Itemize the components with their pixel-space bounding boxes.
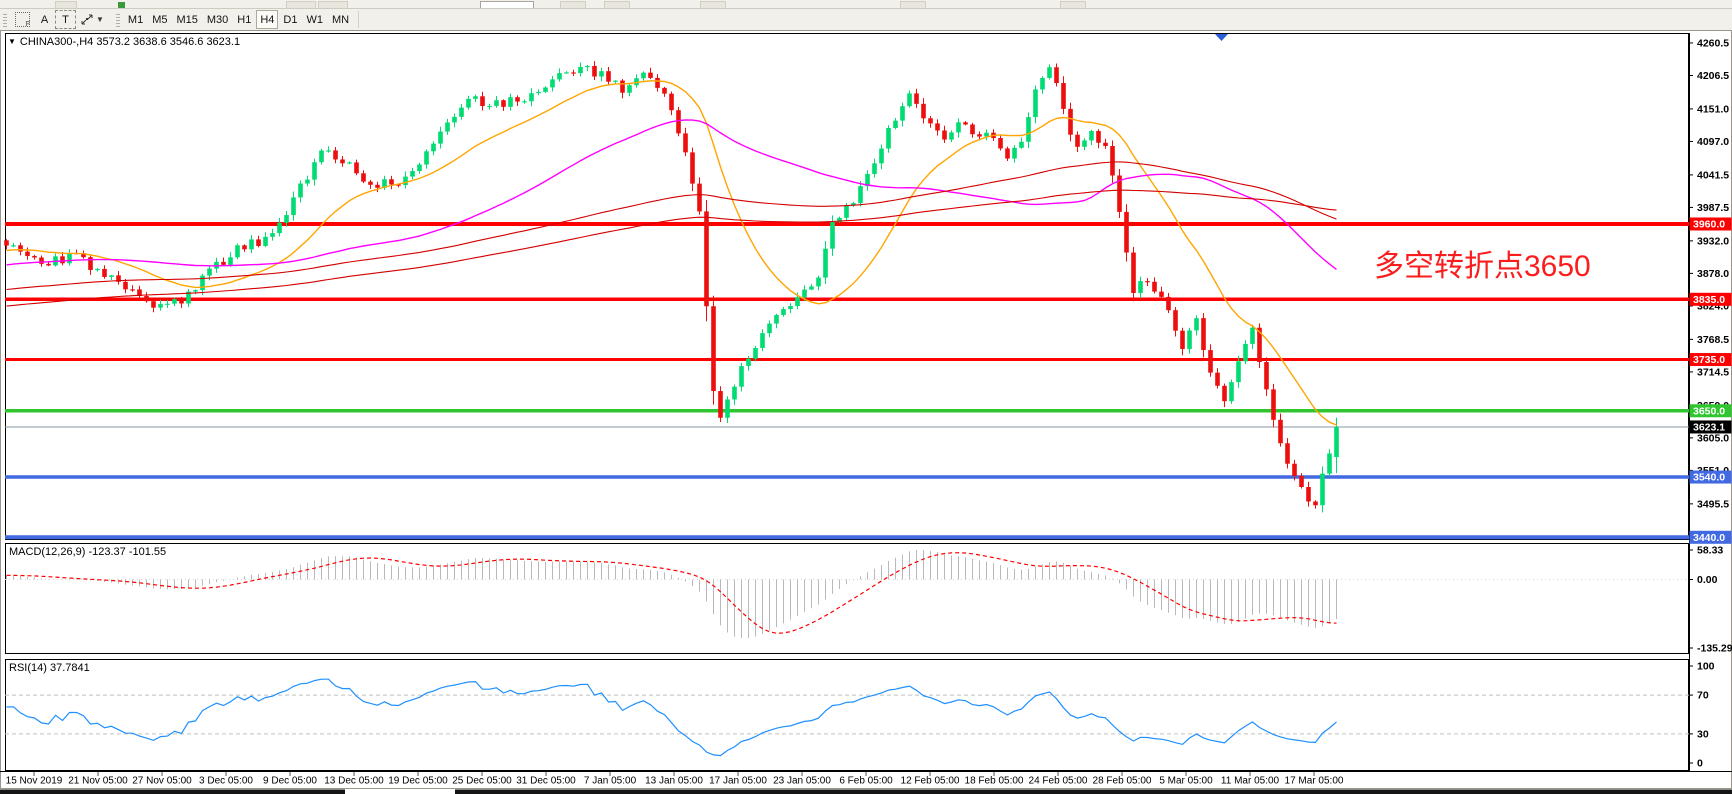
svg-text:3540.0: 3540.0: [1693, 472, 1725, 484]
svg-text:18 Feb 05:00: 18 Feb 05:00: [965, 776, 1024, 787]
svg-text:3623.1: 3623.1: [1693, 421, 1725, 433]
svg-text:3440.0: 3440.0: [1693, 532, 1725, 544]
bottom-border-left: [0, 789, 345, 794]
svg-text:0.00: 0.00: [1697, 574, 1718, 586]
svg-text:25 Dec 05:00: 25 Dec 05:00: [452, 776, 512, 787]
tf-button-mn[interactable]: MN: [328, 10, 353, 29]
toolbar: F A T ▼ M1 M5 M15 M30 H1 H4 D1 W1 MN: [0, 9, 1732, 30]
svg-text:4097.0: 4097.0: [1697, 136, 1729, 148]
svg-text:3768.5: 3768.5: [1697, 334, 1729, 346]
cropped-toolbar-button[interactable]: [55, 1, 77, 8]
svg-text:3650.0: 3650.0: [1693, 405, 1725, 417]
price-axis[interactable]: 4260.5 4206.5 4151.0 4097.0 4041.5 3987.5 3932…: [1689, 37, 1729, 510]
svg-text:4151.0: 4151.0: [1697, 103, 1729, 115]
svg-text:3714.5: 3714.5: [1697, 366, 1729, 378]
cropped-toolbar-button[interactable]: [1060, 1, 1086, 8]
freehand-tool-button[interactable]: F: [11, 10, 34, 29]
chart-annotation[interactable]: 多空转折点3650: [1374, 250, 1591, 283]
svg-text:15 Nov 2019: 15 Nov 2019: [6, 776, 63, 787]
svg-text:30: 30: [1697, 728, 1709, 740]
svg-text:28 Feb 05:00: 28 Feb 05:00: [1093, 776, 1152, 787]
bottom-border-right: [455, 789, 1732, 794]
tf-button-w1[interactable]: W1: [302, 10, 327, 29]
ma-slow: [6, 161, 1337, 291]
svg-text:3932.0: 3932.0: [1697, 235, 1729, 247]
svg-text:3605.0: 3605.0: [1697, 432, 1729, 444]
svg-text:12 Feb 05:00: 12 Feb 05:00: [901, 776, 960, 787]
timeframe-button-group: M1 M5 M15 M30 H1 H4 D1 W1 MN: [124, 10, 353, 29]
tf-button-h4[interactable]: H4: [256, 10, 279, 29]
moving-averages: [6, 80, 1337, 426]
tf-button-m5[interactable]: M5: [148, 10, 171, 29]
cropped-toolbar-button[interactable]: [286, 1, 316, 8]
svg-text:5 Mar 05:00: 5 Mar 05:00: [1159, 776, 1213, 787]
cropped-top-toolbar: [0, 0, 1732, 9]
ma-fast: [6, 80, 1337, 426]
cropped-toolbar-button[interactable]: [604, 1, 630, 8]
svg-text:24 Feb 05:00: 24 Feb 05:00: [1029, 776, 1088, 787]
svg-text:70: 70: [1697, 690, 1709, 702]
svg-text:9 Dec 05:00: 9 Dec 05:00: [263, 776, 317, 787]
svg-text:-135.29: -135.29: [1697, 643, 1732, 655]
timeframe-toolbar-handle[interactable]: [115, 12, 120, 27]
svg-text:3735.0: 3735.0: [1693, 354, 1725, 366]
svg-text:4260.5: 4260.5: [1697, 37, 1729, 49]
arrows-icon: [81, 14, 93, 25]
svg-text:100: 100: [1697, 661, 1715, 673]
cropped-toolbar-button[interactable]: [700, 1, 726, 8]
svg-text:6 Feb 05:00: 6 Feb 05:00: [839, 776, 893, 787]
scroll-shift-marker: [1215, 34, 1228, 41]
horizontal-level-lines[interactable]: [5, 221, 1689, 540]
svg-text:17 Mar 05:00: 17 Mar 05:00: [1285, 776, 1344, 787]
cropped-toolbar-button[interactable]: [900, 1, 926, 8]
rsi-line: [6, 678, 1337, 757]
arrows-tool-button[interactable]: ▼: [76, 10, 108, 29]
tf-button-m15[interactable]: M15: [172, 10, 201, 29]
toolbar-separator: [358, 11, 360, 28]
cropped-toolbar-button[interactable]: [560, 1, 586, 8]
svg-text:27 Nov 05:00: 27 Nov 05:00: [132, 776, 192, 787]
svg-text:21 Nov 05:00: 21 Nov 05:00: [68, 776, 128, 787]
svg-text:58.33: 58.33: [1697, 545, 1723, 557]
svg-text:23 Jan 05:00: 23 Jan 05:00: [773, 776, 831, 787]
tf-button-d1[interactable]: D1: [279, 10, 301, 29]
freehand-icon: F: [15, 12, 30, 28]
ma-medium: [6, 119, 1337, 270]
svg-text:3835.0: 3835.0: [1693, 294, 1725, 306]
tf-button-m30[interactable]: M30: [203, 10, 232, 29]
dropdown-caret-icon: ▼: [96, 15, 104, 24]
svg-text:4041.5: 4041.5: [1697, 169, 1729, 181]
svg-text:3 Dec 05:00: 3 Dec 05:00: [199, 776, 253, 787]
cropped-toolbar-dropdown[interactable]: [480, 1, 534, 8]
label-tool-button[interactable]: T: [55, 10, 76, 29]
svg-text:0: 0: [1697, 758, 1703, 770]
macd-signal-line: [6, 552, 1337, 634]
svg-text:3987.5: 3987.5: [1697, 202, 1729, 214]
text-tool-button[interactable]: A: [34, 10, 55, 29]
svg-text:3495.5: 3495.5: [1697, 498, 1729, 510]
svg-text:3878.0: 3878.0: [1697, 268, 1729, 280]
svg-text:19 Dec 05:00: 19 Dec 05:00: [388, 776, 448, 787]
svg-text:17 Jan 05:00: 17 Jan 05:00: [709, 776, 767, 787]
toolbar-drag-handle[interactable]: [3, 12, 7, 27]
svg-text:31 Dec 05:00: 31 Dec 05:00: [516, 776, 576, 787]
svg-text:11 Mar 05:00: 11 Mar 05:00: [1221, 776, 1280, 787]
ma-slowest: [6, 189, 1337, 307]
rsi-panel[interactable]: 100 70 30 0: [5, 661, 1715, 770]
macd-panel[interactable]: 58.33 0.00 -135.29: [5, 545, 1732, 655]
svg-text:4206.5: 4206.5: [1697, 70, 1729, 82]
tf-button-m1[interactable]: M1: [124, 10, 147, 29]
tf-button-h1[interactable]: H1: [233, 10, 255, 29]
cropped-toolbar-button[interactable]: [118, 2, 125, 8]
date-axis[interactable]: 15 Nov 2019 21 Nov 05:00 27 Nov 05:00 3 Dec…: [0, 771, 1732, 787]
cropped-toolbar-button[interactable]: [318, 1, 348, 8]
svg-text:13 Dec 05:00: 13 Dec 05:00: [324, 776, 384, 787]
price-line-labels: 3960.0 3835.0 3735.0 3650.0 3540.0 3440.0 3623…: [1689, 217, 1732, 544]
svg-text:3960.0: 3960.0: [1693, 218, 1725, 230]
svg-text:13 Jan 05:00: 13 Jan 05:00: [645, 776, 703, 787]
svg-text:7 Jan 05:00: 7 Jan 05:00: [584, 776, 637, 787]
candles[interactable]: [4, 61, 1339, 513]
